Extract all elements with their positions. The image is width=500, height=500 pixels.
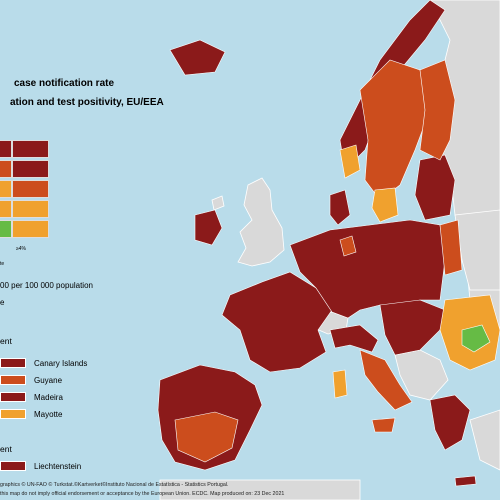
- eu-dark-red-regions: [157, 0, 477, 487]
- legend-cell: [12, 200, 49, 218]
- legend-swatch: [0, 461, 26, 471]
- footer-disclaimer: this map do not imply official endorseme…: [0, 491, 285, 497]
- legend-cell: [0, 180, 12, 198]
- legend-item-canary-islands: Canary Islands: [34, 359, 88, 368]
- legend-item-mayotte: Mayotte: [34, 410, 63, 419]
- legend-item-madeira: Madeira: [34, 393, 63, 402]
- outermost-heading: ent: [0, 336, 12, 346]
- legend-axis-label: ≥4%: [16, 246, 26, 252]
- legend-item-liechtenstein: Liechtenstein: [34, 462, 82, 471]
- footer-credits: graphics © UN-FAO © Turkstat.©Kartverket…: [0, 482, 229, 488]
- legend-cell: [12, 160, 49, 178]
- legend-swatch: [0, 358, 26, 368]
- legend-axis-caption: te: [0, 261, 5, 267]
- map-title: case notification rate: [14, 78, 115, 89]
- eu-red-orange-regions: [174, 59, 463, 463]
- map-subtitle: ation and test positivity, EU/EEA: [10, 97, 164, 108]
- small-countries-heading: ent: [0, 444, 12, 454]
- eu-green-regions: [461, 324, 491, 353]
- small-note: e: [0, 298, 5, 307]
- legend-swatch: [0, 392, 26, 402]
- legend-cell: [12, 180, 49, 198]
- legend-matrix: [0, 140, 49, 240]
- non-eu-land: [159, 0, 500, 500]
- legend-cell: [0, 200, 12, 218]
- population-note: 00 per 100 000 population: [0, 281, 93, 290]
- legend-cell: [0, 140, 12, 158]
- legend-cell: [12, 220, 49, 238]
- legend-item-guyane: Guyane: [34, 376, 63, 385]
- legend-cell: [12, 140, 49, 158]
- legend-cell: [0, 220, 12, 238]
- legend-swatch: [0, 375, 26, 385]
- legend-cell: [0, 160, 12, 178]
- legend-swatch: [0, 409, 26, 419]
